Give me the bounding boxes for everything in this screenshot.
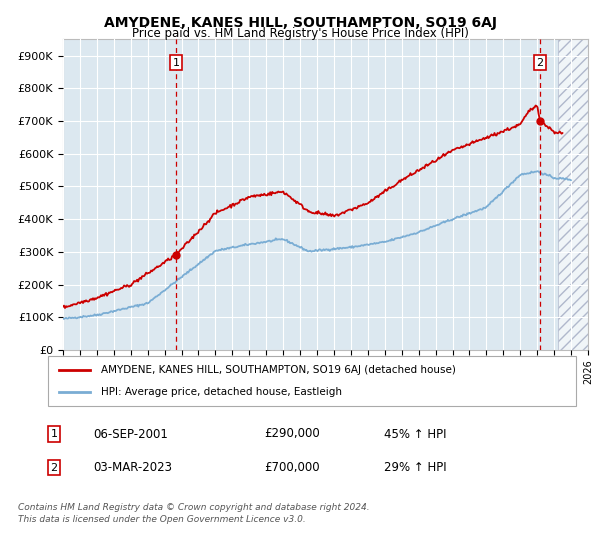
Text: 45% ↑ HPI: 45% ↑ HPI <box>384 427 446 441</box>
Bar <box>559 39 588 350</box>
Text: AMYDENE, KANES HILL, SOUTHAMPTON, SO19 6AJ (detached house): AMYDENE, KANES HILL, SOUTHAMPTON, SO19 6… <box>101 365 455 375</box>
Text: £700,000: £700,000 <box>264 461 320 474</box>
Text: HPI: Average price, detached house, Eastleigh: HPI: Average price, detached house, East… <box>101 387 342 397</box>
Text: 2: 2 <box>50 463 58 473</box>
Text: This data is licensed under the Open Government Licence v3.0.: This data is licensed under the Open Gov… <box>18 515 306 524</box>
Text: 2: 2 <box>536 58 544 68</box>
Text: Price paid vs. HM Land Registry's House Price Index (HPI): Price paid vs. HM Land Registry's House … <box>131 27 469 40</box>
Text: Contains HM Land Registry data © Crown copyright and database right 2024.: Contains HM Land Registry data © Crown c… <box>18 503 370 512</box>
Text: 06-SEP-2001: 06-SEP-2001 <box>93 427 168 441</box>
Text: 1: 1 <box>172 58 179 68</box>
Text: 03-MAR-2023: 03-MAR-2023 <box>93 461 172 474</box>
FancyBboxPatch shape <box>48 356 576 406</box>
Text: AMYDENE, KANES HILL, SOUTHAMPTON, SO19 6AJ: AMYDENE, KANES HILL, SOUTHAMPTON, SO19 6… <box>104 16 497 30</box>
Text: £290,000: £290,000 <box>264 427 320 441</box>
Bar <box>559 39 588 350</box>
Text: 1: 1 <box>50 429 58 439</box>
Text: 29% ↑ HPI: 29% ↑ HPI <box>384 461 446 474</box>
